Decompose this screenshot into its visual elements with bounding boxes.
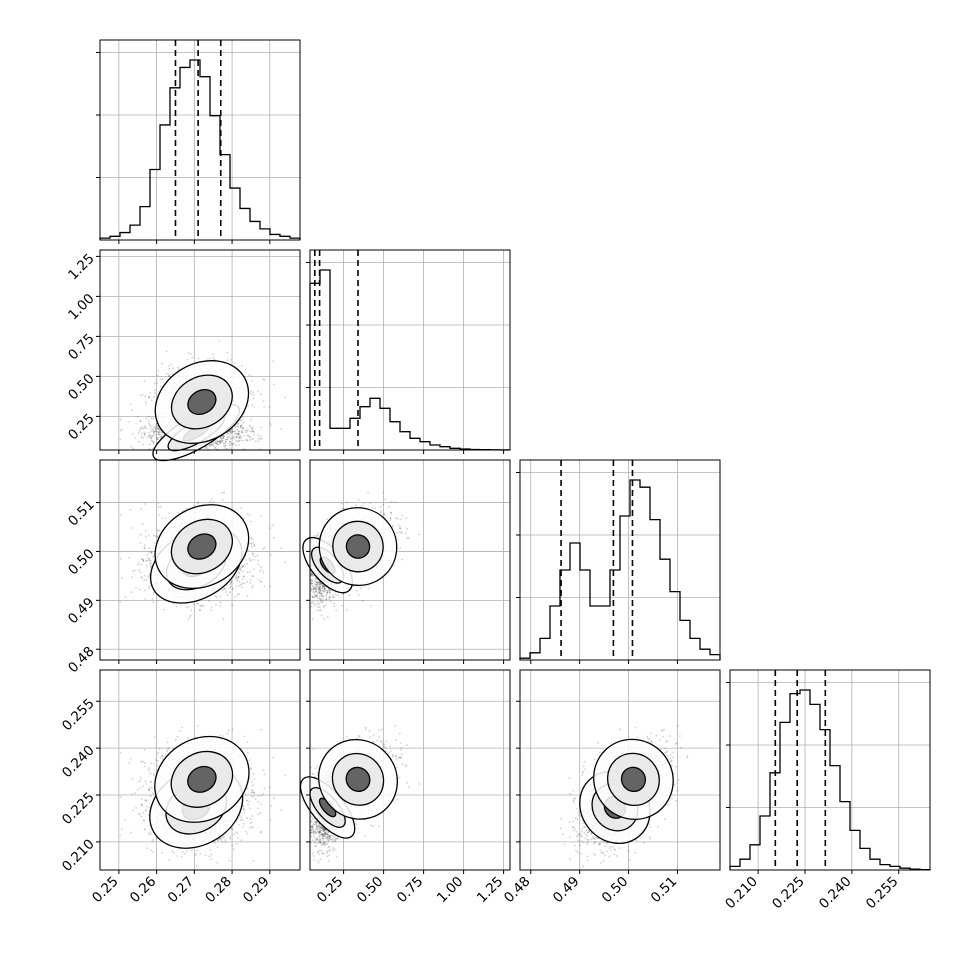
panel-frame <box>309 669 511 871</box>
panel-1-1 <box>306 249 511 454</box>
contour-level <box>345 534 371 559</box>
y-tick-label: 1.00 <box>65 291 98 324</box>
x-tick-label: 0.25 <box>314 874 347 907</box>
x-tick-label: 0.49 <box>550 874 583 907</box>
panel-0-0 <box>96 39 301 244</box>
y-tick-label: 0.48 <box>65 644 98 677</box>
histogram-step <box>99 59 301 240</box>
panel-frame <box>99 459 301 661</box>
panel-2-2 <box>516 459 721 664</box>
x-tick-label: 0.51 <box>648 874 681 907</box>
y-tick-label: 0.25 <box>65 411 98 444</box>
contour-level <box>187 765 217 793</box>
contour-level <box>187 388 217 416</box>
x-tick-label: 0.210 <box>722 874 761 913</box>
panel-frame <box>99 669 301 871</box>
y-tick-label: 0.255 <box>59 696 98 735</box>
contour-level <box>620 766 647 793</box>
panel-frame <box>729 669 931 871</box>
x-tick-label: 0.48 <box>501 874 534 907</box>
panel-2-0: 0.48 0.49 0.50 0.51 <box>65 459 301 677</box>
panel-frame <box>519 669 721 871</box>
contour-level <box>345 766 371 792</box>
panel-3-0: 0.210 0.225 0.240 0.255 0.25 0.26 0.27 0.28 0.29 <box>59 669 301 907</box>
panel-frame <box>309 459 511 661</box>
x-tick-label: 0.29 <box>240 874 273 907</box>
y-tick-label: 0.210 <box>59 836 98 875</box>
panel-frame <box>99 39 301 241</box>
x-tick-label: 0.75 <box>394 874 427 907</box>
x-tick-label: 0.27 <box>165 874 198 907</box>
y-tick-label: 0.51 <box>65 497 98 530</box>
panel-frame <box>519 459 721 661</box>
x-tick-label: 0.28 <box>202 874 235 907</box>
y-tick-label: 0.50 <box>65 371 98 404</box>
contour-level <box>187 533 217 560</box>
histogram-step <box>729 689 931 871</box>
histogram-step <box>309 269 511 451</box>
panel-1-0: 0.25 0.50 0.75 1.00 1.25 <box>65 249 301 462</box>
panel-3-1: 0.25 0.50 0.75 1.00 1.25 <box>299 669 511 907</box>
y-tick-label: 1.25 <box>65 251 98 284</box>
histogram-step <box>519 479 721 660</box>
x-tick-label: 0.25 <box>89 874 122 907</box>
panel-3-3: 0.210 0.225 0.240 0.255 <box>722 669 931 913</box>
y-tick-label: 0.225 <box>59 789 98 828</box>
x-tick-label: 0.26 <box>127 874 160 907</box>
panel-frame <box>309 249 511 451</box>
x-tick-label: 1.00 <box>434 874 467 907</box>
panel-frame <box>99 249 301 451</box>
x-tick-label: 0.225 <box>769 874 808 913</box>
panel-2-1 <box>302 459 511 664</box>
panel-3-2: 0.48 0.49 0.50 0.51 <box>501 669 721 907</box>
x-tick-label: 0.255 <box>863 874 902 913</box>
y-tick-label: 0.50 <box>65 546 98 579</box>
y-tick-label: 0.240 <box>59 742 98 781</box>
x-tick-label: 0.50 <box>354 874 387 907</box>
y-tick-label: 0.49 <box>65 595 98 628</box>
y-tick-label: 0.75 <box>65 331 98 364</box>
x-tick-label: 0.50 <box>599 874 632 907</box>
x-tick-label: 0.240 <box>816 874 855 913</box>
x-tick-label: 1.25 <box>474 874 507 907</box>
